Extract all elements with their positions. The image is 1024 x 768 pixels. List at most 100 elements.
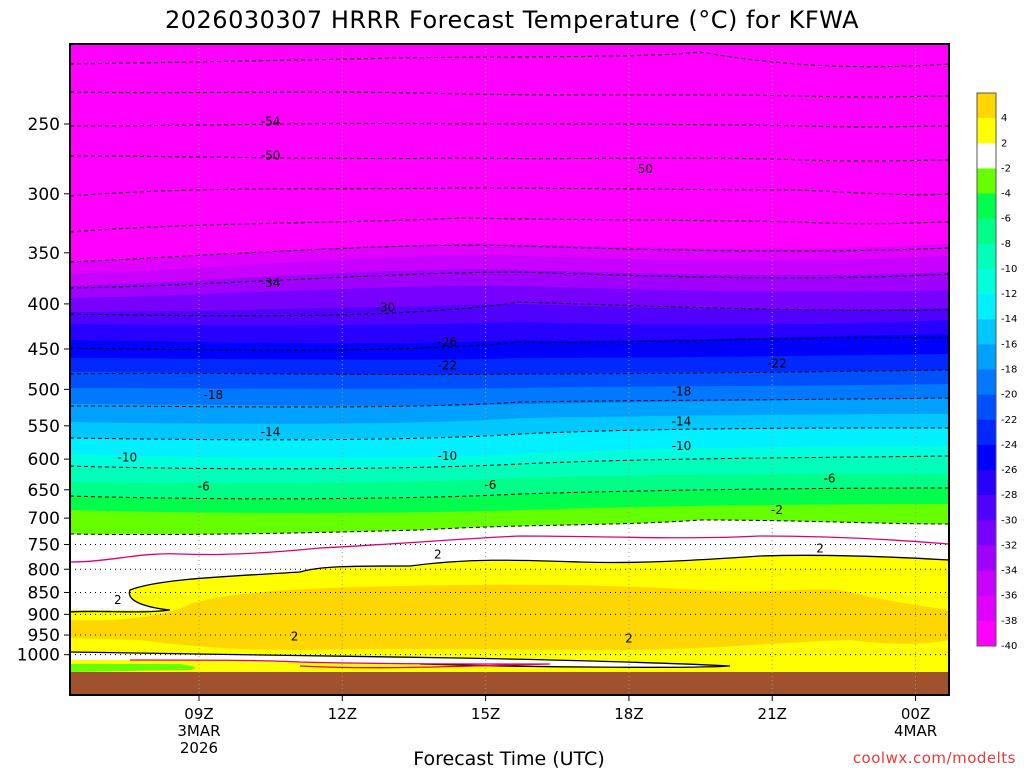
y-tick-label: 850 — [28, 583, 60, 603]
contour-label: -18 — [200, 388, 227, 403]
contour-label-text: -22 — [767, 357, 787, 371]
colorbar-label: -2 — [1001, 163, 1011, 174]
contour-label: -10 — [668, 438, 695, 453]
y-tick-label: 400 — [28, 295, 60, 315]
colorbar-swatch — [977, 621, 996, 647]
contour-label: -14 — [257, 424, 284, 439]
x-tick-label: 12Z — [328, 705, 357, 723]
contour-label-text: 2 — [434, 548, 442, 562]
contour-label-text: -10 — [672, 439, 692, 453]
y-tick-label: 450 — [28, 340, 60, 360]
contour-label-text: -2 — [771, 503, 783, 517]
colorbar-swatch — [977, 93, 996, 119]
contour-label-text: -18 — [672, 384, 692, 398]
ground — [70, 672, 949, 695]
colorbar-swatch — [977, 420, 996, 446]
colorbar-label: -36 — [1001, 591, 1017, 602]
colorbar-swatch — [977, 520, 996, 546]
y-tick-label: 950 — [28, 626, 60, 646]
contour-label: -50 — [257, 148, 284, 163]
contour-label-text: 2 — [625, 631, 633, 645]
contour-label-text: -6 — [484, 478, 496, 492]
y-tick-label: 650 — [28, 481, 60, 501]
contour-label: -30 — [372, 300, 399, 315]
contour-label-text: -10 — [438, 449, 458, 463]
x-tick-label: 4MAR — [894, 722, 937, 740]
colorbar-swatch — [977, 143, 996, 169]
credit-text: coolwx.com/modelts — [853, 749, 1016, 767]
colorbar-label: -26 — [1001, 465, 1017, 476]
contour-label-text: -18 — [204, 388, 224, 402]
colorbar-swatch — [977, 495, 996, 521]
y-tick-label: 900 — [28, 605, 60, 625]
colorbar-swatch — [977, 194, 996, 220]
plot-area: -54-50-50-34-30-26-22 -22-18 -18-14-14-10-… — [70, 44, 949, 695]
colorbar-swatch — [977, 596, 996, 622]
contour-label-text: -26 — [438, 335, 458, 349]
y-tick-label: 300 — [28, 185, 60, 205]
y-tick-label: 250 — [28, 115, 60, 135]
contour-label: -34 — [257, 275, 284, 290]
contour-label: -50 — [630, 162, 657, 177]
colorbar-label: -32 — [1001, 540, 1017, 551]
x-tick-label: 2026 — [180, 739, 218, 757]
x-tick-label: 09Z — [184, 705, 213, 723]
contour-label-text: -6 — [824, 471, 836, 485]
colorbar-label: -10 — [1001, 264, 1017, 275]
colorbar-swatch — [977, 470, 996, 496]
colorbar-swatch — [977, 269, 996, 295]
colorbar-label: -4 — [1001, 189, 1011, 200]
colorbar-swatch — [977, 370, 996, 396]
y-tick-label: 700 — [28, 509, 60, 529]
contour-label: -22 — [764, 356, 791, 371]
colorbar-label: -28 — [1001, 490, 1017, 501]
contour-label: -10 — [114, 450, 140, 465]
contour-label-text: -14 — [261, 425, 281, 439]
contour-label: -10 — [434, 448, 461, 463]
colorbar-swatch — [977, 545, 996, 571]
colorbar-label: -22 — [1001, 415, 1017, 426]
meteogram: -54 -50 -50 -34 -30 -26 -22 -22 -18 -18 -14 -14 -10-… — [0, 0, 1024, 768]
colorbar-label: -38 — [1001, 616, 1017, 627]
y-tick-label: 800 — [28, 560, 60, 580]
y-tick-label: 350 — [28, 244, 60, 264]
x-axis-label: Forecast Time (UTC) — [413, 748, 604, 768]
colorbar-swatch — [977, 571, 996, 597]
contour-label-text: -22 — [438, 358, 458, 372]
x-tick-label: 15Z — [471, 705, 500, 723]
colorbar-swatch — [977, 319, 996, 345]
contour-label-text: 2 — [291, 629, 299, 643]
colorbar-label: 2 — [1001, 138, 1007, 149]
colorbar-label: 4 — [1001, 113, 1007, 124]
colorbar-label: -14 — [1001, 314, 1017, 325]
contour-label-text: 2 — [114, 593, 122, 607]
colorbar-label: -20 — [1001, 390, 1017, 401]
y-tick-label: 600 — [28, 450, 60, 470]
contour-label-text: 2 — [816, 542, 824, 556]
x-tick-label: 00Z — [901, 705, 930, 723]
colorbar: 42-2-4-6-8-10-12-14-16-18-20-22-24-26-28… — [977, 93, 1017, 652]
colorbar-label: -12 — [1001, 289, 1017, 300]
contour-label-text: -50 — [261, 148, 281, 162]
y-tick-label: 1000 — [17, 646, 60, 666]
contour-label: -18 — [668, 384, 695, 399]
contour-label: -54 — [257, 114, 284, 129]
contour-label: -22 — [434, 358, 461, 373]
colorbar-label: -6 — [1001, 214, 1011, 225]
temperature-cross-section-chart: -54-50-50-34-30-26-22 -22-18 -18-14-14-10-… — [0, 0, 1024, 768]
x-tick-label: 18Z — [614, 705, 643, 723]
colorbar-label: -8 — [1001, 239, 1011, 250]
band-below-minus-38 — [70, 44, 949, 274]
colorbar-swatch — [977, 395, 996, 421]
y-axis: 2503003504004505005506006507007508008509… — [17, 115, 70, 666]
x-tick-label: 21Z — [758, 705, 787, 723]
colorbar-swatch — [977, 244, 996, 270]
colorbar-label: -30 — [1001, 515, 1017, 526]
contour-label-text: -6 — [198, 480, 210, 494]
contour-label: -14 — [668, 414, 695, 429]
colorbar-swatch — [977, 344, 996, 370]
contour-label: -26 — [434, 334, 461, 349]
colorbar-swatch — [977, 168, 996, 194]
chart-title: 2026030307 HRRR Forecast Temperature (°C… — [165, 6, 859, 34]
y-tick-label: 750 — [28, 536, 60, 556]
